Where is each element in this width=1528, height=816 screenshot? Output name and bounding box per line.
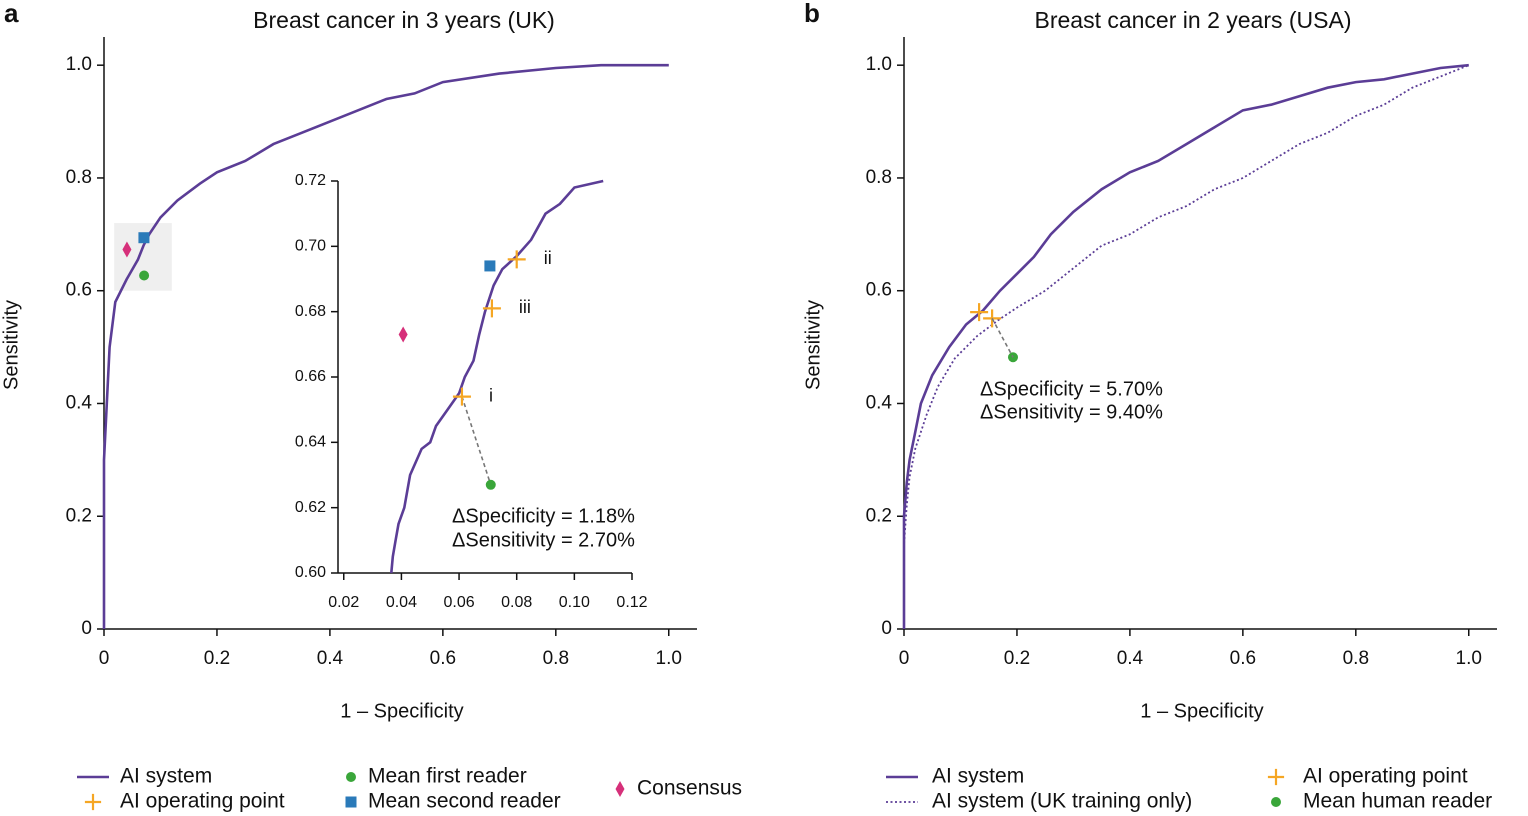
marker-diamond	[398, 326, 408, 343]
chart-title: Breast cancer in 3 years (UK)	[253, 7, 555, 33]
legend-label: AI system	[932, 765, 1024, 788]
marker-circle	[485, 479, 496, 490]
y-tick-label: 0.60	[295, 564, 326, 581]
y-tick-label: 0.70	[295, 238, 326, 255]
x-tick-label: 0.4	[317, 648, 344, 669]
y-tick-label: 0.2	[866, 505, 892, 526]
x-tick-label: 0.8	[543, 648, 569, 669]
panel-label: b	[804, 0, 820, 28]
x-tick-label: 0.12	[616, 594, 647, 611]
legend-swatch	[1271, 797, 1281, 807]
y-tick-label: 0.72	[295, 172, 326, 189]
legend-label: Mean first reader	[368, 765, 527, 788]
x-tick-label: 0.04	[386, 594, 417, 611]
annotation: ΔSensitivity = 9.40%	[980, 401, 1163, 423]
y-tick-label: 0.66	[295, 368, 326, 385]
legend-swatch	[345, 796, 357, 808]
connector	[991, 317, 1014, 358]
marker-plus	[482, 299, 501, 318]
y-tick-label: 0.4	[866, 392, 893, 413]
y-tick-label: 0	[881, 618, 892, 639]
legend-label: AI operating point	[120, 790, 285, 813]
y-tick-label: 0.6	[66, 280, 92, 301]
annotation: ΔSpecificity = 1.18%	[452, 505, 635, 527]
point-label: iii	[519, 297, 531, 317]
marker-diamond	[122, 241, 132, 258]
y-tick-label: 0.6	[866, 280, 892, 301]
x-tick-label: 0.06	[443, 594, 474, 611]
x-axis-label: 1 – Specificity	[340, 700, 463, 722]
chart-title: Breast cancer in 2 years (USA)	[1034, 7, 1351, 33]
x-tick-label: 0.2	[1004, 648, 1030, 669]
x-tick-label: 0.2	[204, 648, 230, 669]
y-tick-label: 0.62	[295, 499, 326, 516]
legend-label: AI operating point	[1303, 765, 1468, 788]
legend-label: Mean second reader	[368, 790, 561, 813]
y-tick-label: 0.68	[295, 303, 326, 320]
x-axis-label: 1 – Specificity	[1140, 700, 1263, 722]
legend-swatch	[1267, 768, 1285, 786]
roc-curve	[102, 63, 669, 629]
y-tick-label: 0	[81, 618, 92, 639]
point-label: i	[489, 385, 493, 405]
y-axis-label: Sensitivity	[0, 300, 22, 390]
x-tick-label: 0.8	[1343, 648, 1369, 669]
y-tick-label: 0.8	[866, 167, 892, 188]
y-tick-label: 0.64	[295, 434, 326, 451]
x-tick-label: 0.6	[430, 648, 456, 669]
marker-square	[484, 260, 496, 272]
panel-label: a	[4, 0, 19, 28]
roc-curve	[902, 63, 1469, 629]
x-tick-label: 0.10	[559, 594, 590, 611]
x-tick-label: 0.6	[1230, 648, 1256, 669]
roc-curve	[390, 179, 604, 574]
legend-swatch	[84, 793, 102, 811]
x-tick-label: 0.02	[328, 594, 359, 611]
legend-label: Consensus	[637, 777, 742, 800]
marker-circle	[139, 270, 150, 281]
annotation: ΔSpecificity = 5.70%	[980, 378, 1163, 400]
y-tick-label: 0.8	[66, 167, 92, 188]
x-tick-label: 1.0	[656, 648, 682, 669]
point-label: ii	[544, 248, 552, 268]
x-tick-label: 0	[99, 648, 110, 669]
marker-square	[138, 232, 150, 244]
inset-background	[338, 181, 632, 573]
y-tick-label: 1.0	[866, 54, 892, 75]
roc-curve	[903, 64, 1470, 629]
connector	[461, 396, 492, 486]
y-tick-label: 0.4	[66, 392, 93, 413]
legend-label: Mean human reader	[1303, 790, 1492, 813]
marker-plus	[970, 303, 989, 322]
legend-label: AI system (UK training only)	[932, 790, 1192, 813]
x-tick-label: 0	[899, 648, 910, 669]
y-axis-label: Sensitivity	[802, 300, 824, 390]
marker-plus	[507, 250, 526, 269]
y-tick-label: 0.2	[66, 505, 92, 526]
x-tick-label: 1.0	[1456, 648, 1482, 669]
marker-plus	[452, 387, 471, 406]
legend-label: AI system	[120, 765, 212, 788]
legend-swatch	[346, 772, 356, 782]
annotation: ΔSensitivity = 2.70%	[452, 529, 635, 551]
x-tick-label: 0.4	[1117, 648, 1144, 669]
y-tick-label: 1.0	[66, 54, 92, 75]
x-tick-label: 0.08	[501, 594, 532, 611]
legend-swatch	[615, 781, 625, 797]
